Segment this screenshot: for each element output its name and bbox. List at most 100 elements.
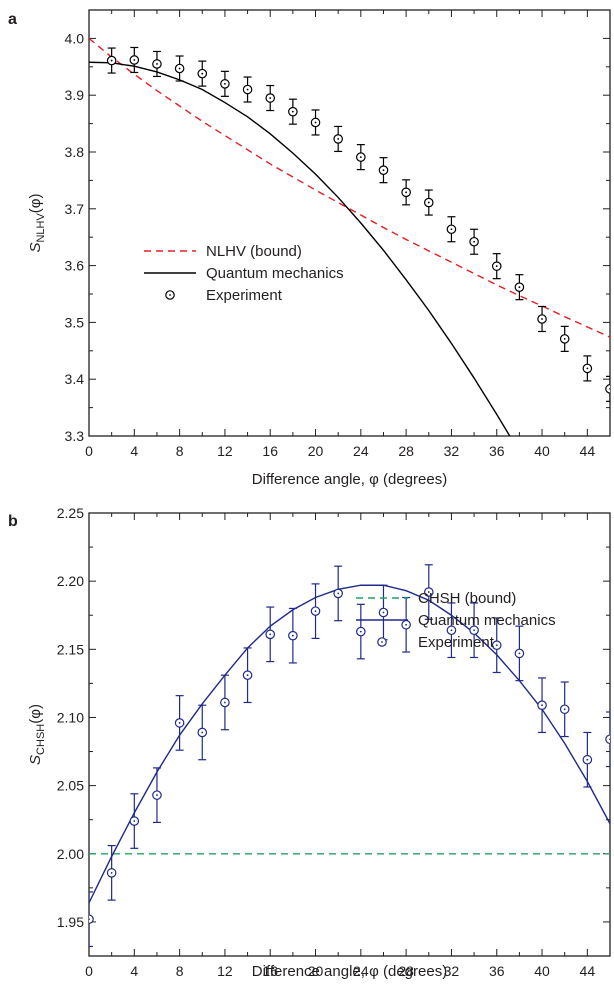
data-marker-dot <box>518 286 521 289</box>
experiment-point <box>197 704 208 761</box>
y-tick-label: 2.25 <box>57 505 84 521</box>
data-marker-dot <box>133 59 136 61</box>
experiment-point <box>242 647 253 704</box>
x-tick-label: 12 <box>217 963 233 979</box>
experiment-point <box>605 375 610 402</box>
y-axis-title-subscript: CHSH <box>35 724 47 755</box>
legend-marker-dot <box>169 294 171 296</box>
experiment-point <box>446 602 457 659</box>
plot-area <box>89 37 610 436</box>
y-tick-label: 3.9 <box>65 87 85 103</box>
plot-frame <box>88 9 611 437</box>
data-marker-dot <box>246 88 249 91</box>
y-tick-label: 3.5 <box>65 314 85 330</box>
data-marker-dot <box>246 674 249 677</box>
y-tick-label: 2.15 <box>57 641 84 657</box>
data-marker-dot <box>495 265 498 268</box>
data-marker-dot <box>405 191 408 194</box>
data-marker <box>605 384 610 394</box>
theory-curve <box>89 61 511 436</box>
bound-line <box>89 37 610 338</box>
experiment-point <box>152 50 162 78</box>
y-axis-title-symbol: S <box>27 243 44 253</box>
data-marker-dot <box>427 591 430 593</box>
y-tick-label: 1.95 <box>57 914 84 930</box>
y-tick-label: 3.8 <box>65 144 85 160</box>
x-axis-title: Difference angle, φ (degrees) <box>252 471 447 488</box>
legend-label: Quantum mechanics <box>206 265 344 282</box>
x-axis-title: Difference angle, φ (degrees) <box>252 963 447 980</box>
x-tick-label: 44 <box>580 963 596 979</box>
data-marker-dot <box>450 629 453 632</box>
data-marker-dot <box>609 738 610 741</box>
x-tick-label: 12 <box>217 443 233 459</box>
data-marker-dot <box>291 110 294 113</box>
experiment-point <box>310 109 321 136</box>
y-tick-label: 2.00 <box>57 846 84 862</box>
x-tick-label: 28 <box>398 963 414 979</box>
data-marker-dot <box>269 633 272 636</box>
data-marker-dot <box>473 240 475 243</box>
data-marker-dot <box>178 722 181 724</box>
x-tick-label: 8 <box>176 963 184 979</box>
x-tick-label: 36 <box>489 443 505 459</box>
x-tick-label: 24 <box>353 963 369 979</box>
plot-area <box>89 564 610 948</box>
panel-b: b 0 4 8 12 16 20 24 28 32 36 40 44 1.95 2.00 2.05 2.10 2.… <box>8 505 611 980</box>
legend-label: Experiment <box>418 634 495 651</box>
legend-label: NLHV (bound) <box>206 243 302 260</box>
data-marker-dot <box>563 708 566 711</box>
experiment-point <box>333 565 343 622</box>
y-tick-label: 3.3 <box>65 428 85 444</box>
experiment-point <box>423 189 434 216</box>
experiment-point <box>220 70 230 97</box>
experiment-point <box>174 695 185 751</box>
experiment-point <box>265 606 276 663</box>
x-tick-label: 44 <box>580 443 596 459</box>
y-tick-label: 3.6 <box>65 258 85 274</box>
panel-letter: b <box>8 513 18 530</box>
x-tick-label: 4 <box>130 963 138 979</box>
data-marker-dot <box>224 82 226 85</box>
experiment-point <box>605 711 610 768</box>
experiment-point <box>378 584 389 641</box>
x-tick-label: 20 <box>308 443 324 459</box>
data-marker-dot <box>563 337 566 340</box>
experiment-point <box>514 274 525 301</box>
y-tick-label: 3.7 <box>65 201 85 217</box>
x-tick-label: 16 <box>262 443 278 459</box>
data-marker-dot <box>314 610 317 613</box>
experiment-point <box>378 157 389 184</box>
data-marker-dot <box>224 701 226 704</box>
x-tick-label: 36 <box>489 963 505 979</box>
experiment-point <box>356 144 366 171</box>
y-tick-label: 4.0 <box>65 30 85 46</box>
experiment-point <box>106 844 117 901</box>
data-marker-dot <box>518 652 521 655</box>
data-marker-dot <box>314 121 317 124</box>
data-marker-dot <box>405 623 408 626</box>
y-axis-title: SCHSH(φ) <box>27 704 47 765</box>
y-axis-title-argument: (φ) <box>27 193 44 213</box>
data-marker-dot <box>201 72 204 75</box>
theory-curve <box>89 584 610 904</box>
x-tick-label: 4 <box>130 443 138 459</box>
experiment-point <box>537 305 547 333</box>
experiment-point <box>265 84 276 112</box>
data-marker-dot <box>359 156 362 159</box>
data-marker-dot <box>89 918 90 921</box>
experiment-point <box>469 602 479 659</box>
experiment-point <box>491 253 502 280</box>
data-marker-dot <box>450 228 453 231</box>
experiment-point <box>129 793 140 849</box>
data-marker <box>89 914 94 924</box>
experiment-point <box>310 583 321 640</box>
data-marker-dot <box>291 634 294 637</box>
data-marker-dot <box>337 138 340 140</box>
experiment-point <box>537 677 547 734</box>
data-marker-dot <box>201 731 204 734</box>
data-marker-dot <box>110 871 113 874</box>
data-marker-dot <box>541 318 543 320</box>
